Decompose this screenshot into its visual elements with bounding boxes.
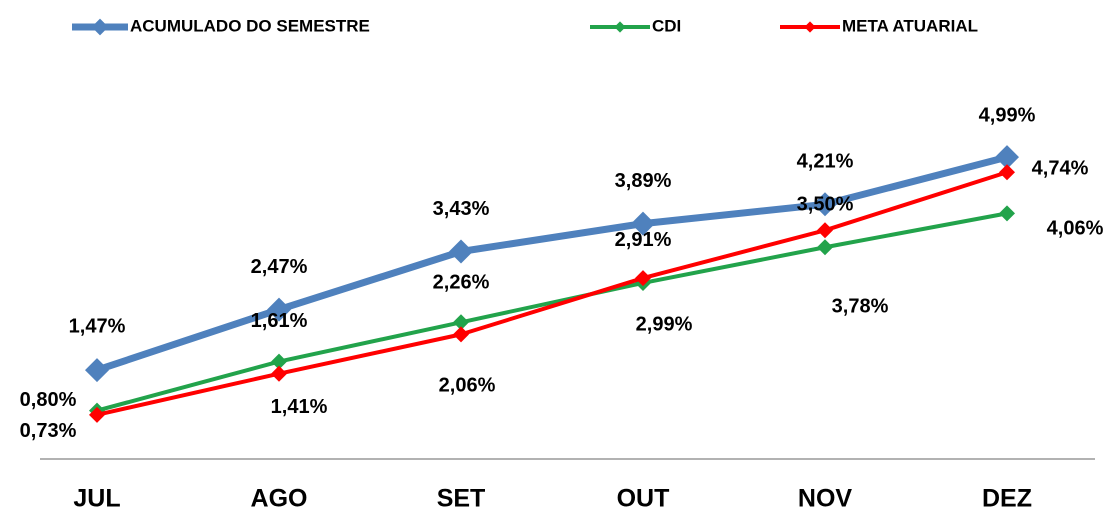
data-point [267,297,291,322]
value-label: 1,61% [251,310,308,332]
value-label: 3,89% [615,170,672,192]
data-point [817,239,833,256]
legend-marker [804,21,816,33]
x-tick-label: OUT [617,485,670,513]
value-label: 0,73% [20,420,77,442]
value-label: 4,74% [1032,158,1089,180]
value-label: 2,47% [251,256,308,278]
value-label: 2,99% [636,313,693,335]
x-tick-label: DEZ [982,485,1032,513]
value-label: 1,47% [69,315,126,337]
data-point [449,239,473,264]
value-label: 4,21% [797,151,854,173]
x-tick-label: SET [437,485,486,513]
value-label: 2,91% [615,229,672,251]
data-point [813,192,837,217]
series-line [96,211,1008,413]
x-tick-label: NOV [798,485,853,513]
data-point [271,353,287,370]
legend-marker [91,18,109,36]
value-label: 4,99% [979,104,1036,126]
data-point [453,314,469,331]
data-point [89,406,105,423]
data-point [999,164,1015,181]
legend-marker [614,21,626,33]
series-line [95,153,1008,374]
value-label: 3,43% [433,198,490,220]
value-label: 2,06% [439,375,496,397]
data-point [999,205,1015,222]
data-point [817,222,833,239]
legend-label: META ATUARIAL [842,16,978,35]
legend-label: ACUMULADO DO SEMESTRE [130,16,370,35]
legend-label: CDI [652,16,681,35]
series-line [96,170,1008,417]
x-tick-label: AGO [251,485,308,513]
data-point [271,365,287,382]
data-point [85,358,109,383]
value-label: 3,50% [797,194,854,216]
x-tick-label: JUL [73,485,120,513]
value-label: 3,78% [832,296,889,318]
data-point [453,326,469,343]
value-label: 4,06% [1047,218,1104,240]
data-point [631,211,655,236]
value-label: 0,80% [20,389,77,411]
data-point [995,145,1019,170]
data-point [635,270,651,287]
value-label: 1,41% [271,396,328,418]
value-label: 2,26% [433,272,490,294]
